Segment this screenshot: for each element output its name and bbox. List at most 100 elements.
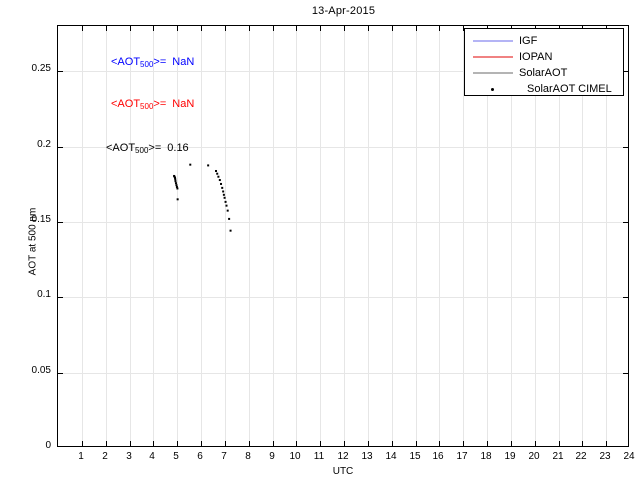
- annotation-prefix: <AOT: [111, 56, 141, 68]
- y-tick-label: 0.25: [31, 63, 51, 74]
- x-axis-tick-top: [130, 26, 131, 31]
- data-point: [217, 175, 220, 178]
- gridline-vertical: [559, 26, 560, 446]
- gridline-vertical: [82, 26, 83, 446]
- data-point: [173, 175, 176, 178]
- x-tick-label: 8: [245, 451, 251, 462]
- data-point: [223, 196, 226, 199]
- y-tick-label: 0: [45, 440, 51, 451]
- legend-line-swatch: [473, 72, 513, 74]
- y-tick-label: 0.05: [31, 365, 51, 376]
- y-axis-tick-right: [623, 147, 628, 148]
- x-axis-tick-top: [177, 26, 178, 31]
- annotation-value: NaN: [172, 98, 195, 110]
- x-axis-tick: [463, 441, 464, 446]
- data-point: [220, 182, 223, 185]
- x-axis-tick: [511, 441, 512, 446]
- x-tick-label: 18: [480, 451, 492, 462]
- x-tick-label: 9: [269, 451, 275, 462]
- data-point: [216, 172, 219, 175]
- x-tick-label: 13: [361, 451, 373, 462]
- data-point: [175, 184, 178, 187]
- x-axis-tick-top: [463, 26, 464, 31]
- annotation-suffix: >=: [153, 56, 167, 68]
- x-axis-tick-top: [225, 26, 226, 31]
- y-axis-tick-right: [623, 297, 628, 298]
- legend-label: SolarAOT CIMEL: [527, 83, 612, 95]
- legend-label: IOPAN: [519, 51, 553, 63]
- gridline-vertical: [439, 26, 440, 446]
- annotation-suffix: >=: [148, 142, 162, 154]
- y-tick-label: 0.1: [37, 289, 51, 300]
- x-tick-label: 24: [623, 451, 635, 462]
- data-series-layer: [173, 163, 232, 232]
- gridline-vertical: [368, 26, 369, 446]
- data-point: [222, 190, 225, 193]
- x-tick-label: 6: [197, 451, 203, 462]
- annotation-suffix: >=: [153, 98, 167, 110]
- x-axis-tick: [535, 441, 536, 446]
- annotation-solaraot-mean: <AOT500>= 0.16: [106, 142, 189, 155]
- legend-dot-marker-icon: [491, 88, 494, 91]
- legend-item-igf[interactable]: IGF: [465, 33, 623, 49]
- x-axis-tick: [392, 441, 393, 446]
- x-axis-tick: [201, 441, 202, 446]
- x-tick-label: 23: [599, 451, 611, 462]
- y-axis-tick: [58, 373, 63, 374]
- data-point: [226, 209, 229, 212]
- x-tick-label: 10: [289, 451, 301, 462]
- x-tick-label: 15: [409, 451, 421, 462]
- x-axis-tick: [559, 441, 560, 446]
- x-axis-tick-top: [416, 26, 417, 31]
- legend-item-solaraot-cimel[interactable]: SolarAOT CIMEL: [465, 81, 623, 97]
- gridline-vertical: [606, 26, 607, 446]
- annotation-subscript: 500: [140, 102, 154, 111]
- annotation-iopan-mean: <AOT500>= NaN: [111, 98, 194, 111]
- y-axis-tick: [58, 71, 63, 72]
- y-axis-tick-right: [623, 373, 628, 374]
- data-point: [174, 178, 177, 181]
- gridline-horizontal: [58, 373, 628, 374]
- legend-item-solaraot[interactable]: SolarAOT: [465, 65, 623, 81]
- legend-label: SolarAOT: [519, 67, 568, 79]
- x-axis-tick-top: [201, 26, 202, 31]
- annotation-igf-mean: <AOT500>= NaN: [111, 56, 194, 69]
- x-axis-tick-top: [368, 26, 369, 31]
- x-axis-tick: [439, 441, 440, 446]
- legend-item-iopan[interactable]: IOPAN: [465, 49, 623, 65]
- gridline-vertical: [201, 26, 202, 446]
- x-tick-label: 16: [432, 451, 444, 462]
- gridline-vertical: [320, 26, 321, 446]
- x-axis-tick-top: [106, 26, 107, 31]
- gridline-vertical: [344, 26, 345, 446]
- data-point: [176, 187, 179, 190]
- x-axis-tick-top: [153, 26, 154, 31]
- x-axis-tick: [273, 441, 274, 446]
- gridline-horizontal: [58, 147, 628, 148]
- gridline-vertical: [177, 26, 178, 446]
- x-tick-label: 2: [102, 451, 108, 462]
- annotation-prefix: <AOT: [106, 142, 136, 154]
- gridline-vertical: [273, 26, 274, 446]
- x-axis-tick: [606, 441, 607, 446]
- gridline-vertical: [106, 26, 107, 446]
- y-axis-tick-right: [623, 222, 628, 223]
- x-tick-label: 12: [337, 451, 349, 462]
- plot-inner-region: [58, 26, 628, 446]
- x-axis-tick: [416, 441, 417, 446]
- x-tick-label: 4: [149, 451, 155, 462]
- annotation-value: NaN: [172, 56, 195, 68]
- gridline-horizontal: [58, 222, 628, 223]
- x-axis-tick-top: [273, 26, 274, 31]
- x-tick-label: 17: [456, 451, 468, 462]
- gridline-horizontal: [58, 71, 628, 72]
- y-axis-label: AOT at 500 nm: [27, 207, 39, 276]
- x-axis-tick: [368, 441, 369, 446]
- x-axis-tick: [487, 441, 488, 446]
- data-point: [189, 163, 192, 166]
- gridline-vertical: [225, 26, 226, 446]
- gridline-vertical: [392, 26, 393, 446]
- x-axis-tick: [320, 441, 321, 446]
- data-point: [174, 180, 177, 183]
- data-point: [224, 200, 227, 203]
